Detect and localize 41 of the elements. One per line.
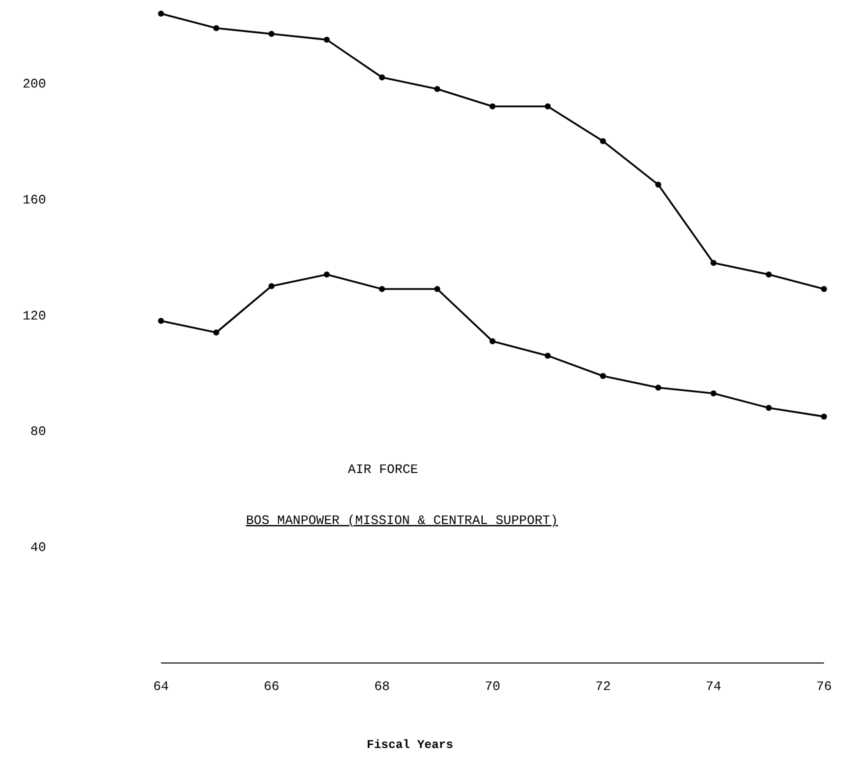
- point: [710, 260, 716, 266]
- point: [434, 286, 440, 292]
- y-tick-label: 40: [30, 540, 46, 556]
- point: [158, 318, 164, 324]
- x-axis-title: Fiscal Years: [366, 738, 454, 752]
- point: [544, 103, 551, 110]
- x-tick-label: 70: [484, 679, 500, 694]
- point: [490, 338, 496, 344]
- point: [268, 30, 274, 37]
- point: [434, 86, 440, 92]
- text: BOS MANPOWER (MISSION & CENTRAL SUPPORT): [246, 513, 558, 528]
- x-tick-label: 76: [816, 679, 832, 694]
- point: [268, 283, 274, 290]
- x-tick-label: 74: [706, 679, 722, 694]
- text: AIR FORCE: [348, 462, 418, 477]
- point: [821, 286, 827, 292]
- point: [710, 390, 716, 396]
- point: [766, 272, 772, 278]
- point: [821, 414, 827, 420]
- y-tick-label: 120: [22, 308, 46, 324]
- point: [213, 330, 220, 336]
- point: [600, 372, 606, 379]
- x-tick-label: 68: [374, 679, 390, 694]
- point: [655, 384, 662, 391]
- point: [655, 182, 662, 188]
- point: [379, 286, 385, 292]
- point: [213, 25, 220, 32]
- point: [600, 138, 606, 144]
- point: [324, 36, 330, 43]
- y-tick-label: 200: [22, 76, 46, 92]
- point: [324, 272, 330, 278]
- x-tick-label: 72: [595, 679, 611, 694]
- point: [490, 103, 496, 110]
- x-tick-label: 66: [264, 679, 280, 694]
- y-tick-label: 160: [22, 192, 46, 208]
- y-tick-label: 80: [30, 424, 46, 440]
- point: [766, 404, 772, 411]
- point: [158, 10, 164, 17]
- point: [379, 74, 385, 80]
- point: [544, 352, 551, 359]
- x-tick-label: 64: [153, 679, 169, 694]
